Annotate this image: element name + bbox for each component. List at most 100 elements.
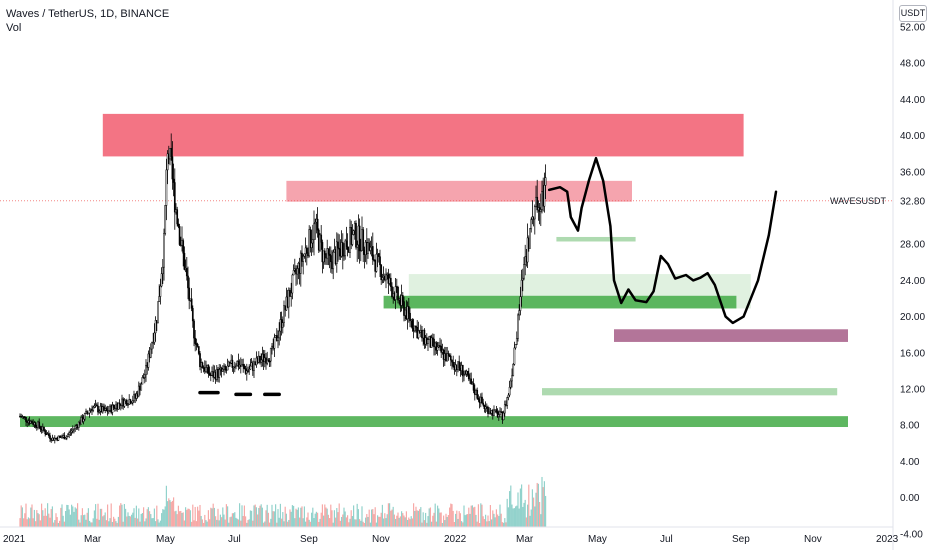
candle-body xyxy=(368,242,371,251)
volume-bar xyxy=(152,518,154,527)
x-tick-label: Sep xyxy=(300,534,318,545)
candle-body xyxy=(149,348,152,358)
volume-bar xyxy=(405,511,407,527)
volume-bar xyxy=(453,521,455,527)
volume-bar xyxy=(432,515,434,527)
volume-bar xyxy=(59,520,61,527)
volume-bar xyxy=(67,505,69,527)
volume-bar xyxy=(231,513,233,527)
volume-bar xyxy=(311,512,313,527)
volume-bar xyxy=(213,507,215,527)
candle-body xyxy=(177,223,180,227)
candle-body xyxy=(127,404,129,406)
volume-bar xyxy=(536,482,538,527)
volume-bar xyxy=(345,517,347,527)
y-tick-label: 28.00 xyxy=(900,240,925,251)
volume-bar xyxy=(254,504,256,527)
x-tick-label: 2022 xyxy=(444,534,467,545)
volume-bar xyxy=(494,517,496,527)
zones-layer: WAVESUSDT xyxy=(0,113,893,428)
volume-bar xyxy=(117,516,119,527)
volume-bar xyxy=(455,513,457,527)
candle-body xyxy=(199,353,201,368)
volume-bar xyxy=(161,513,163,527)
candle-body xyxy=(526,237,529,263)
y-tick-label: 40.00 xyxy=(900,131,925,142)
volume-bar xyxy=(395,518,397,527)
volume-bar xyxy=(449,507,451,527)
candle-body xyxy=(309,229,312,248)
volume-bar xyxy=(315,511,317,527)
volume-bar xyxy=(450,503,452,527)
candle-body xyxy=(341,242,344,257)
volume-bar xyxy=(428,508,430,527)
candle-body xyxy=(316,218,319,231)
volume-indicator-label[interactable]: Vol xyxy=(6,22,22,34)
candle-body xyxy=(290,292,293,297)
candle-body xyxy=(151,342,153,350)
volume-bar xyxy=(461,521,463,527)
volume-bar xyxy=(419,509,421,527)
volume-bar xyxy=(530,509,532,527)
candle-body xyxy=(430,337,433,348)
volume-bar xyxy=(456,510,458,527)
candle-body xyxy=(359,250,362,252)
volume-bar xyxy=(110,503,112,527)
volume-bar xyxy=(366,514,368,527)
candle-body xyxy=(277,337,279,341)
volume-bar xyxy=(381,504,383,527)
candle-body xyxy=(519,296,522,311)
volume-bar xyxy=(467,514,469,527)
volume-bar xyxy=(293,505,295,527)
volume-bar xyxy=(27,517,29,527)
candle-body xyxy=(358,225,361,252)
volume-bar xyxy=(60,507,62,527)
candle-body xyxy=(355,223,357,248)
candle-body xyxy=(380,264,383,281)
volume-bar xyxy=(85,519,87,527)
candle-body xyxy=(313,223,315,240)
candle-body xyxy=(335,241,338,264)
volume-bar xyxy=(149,511,151,527)
volume-bar xyxy=(240,520,242,527)
volume-bar xyxy=(230,516,232,527)
volume-bar xyxy=(285,513,287,527)
volume-bar xyxy=(527,504,529,527)
volume-bar xyxy=(389,503,391,527)
volume-bar xyxy=(89,520,91,527)
volume-bar xyxy=(247,520,249,527)
candle-body xyxy=(508,386,511,396)
currency-badge[interactable]: USDT xyxy=(899,5,927,22)
volume-bar xyxy=(61,504,63,527)
candle-body xyxy=(377,253,380,257)
volume-bar xyxy=(294,518,296,527)
volume-bar xyxy=(510,485,512,527)
volume-bar xyxy=(312,507,314,527)
candle-body xyxy=(447,353,450,356)
candle-body xyxy=(417,330,420,339)
candle-body xyxy=(183,252,186,270)
volume-bar xyxy=(108,521,110,527)
volume-bar xyxy=(273,511,275,527)
volume-bar xyxy=(518,508,520,527)
volume-bar xyxy=(105,520,107,527)
volume-bar xyxy=(224,519,226,527)
volume-bar xyxy=(39,520,41,527)
candle-body xyxy=(207,364,210,374)
volume-bar xyxy=(509,491,511,527)
drawing-layer xyxy=(198,156,778,397)
volume-bar xyxy=(541,476,543,527)
y-tick-label: 32.80 xyxy=(900,196,925,207)
volume-bar xyxy=(404,517,406,527)
volume-bar xyxy=(392,506,394,527)
symbol-label: WAVESUSDT xyxy=(830,196,887,206)
volume-bar xyxy=(194,506,196,527)
volume-bar xyxy=(183,520,185,527)
volume-bar xyxy=(362,521,364,527)
volume-bar xyxy=(429,507,431,527)
volume-bar xyxy=(72,506,74,527)
volume-bar xyxy=(397,512,399,527)
volume-bar xyxy=(355,519,357,527)
volume-bar xyxy=(299,517,301,527)
